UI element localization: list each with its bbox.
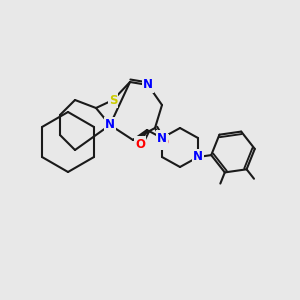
- Text: N: N: [157, 131, 167, 145]
- Text: S: S: [109, 94, 117, 106]
- Text: O: O: [135, 137, 145, 151]
- Text: N: N: [105, 118, 115, 131]
- Text: N: N: [143, 79, 153, 92]
- Text: O: O: [158, 136, 168, 148]
- Text: N: N: [193, 151, 203, 164]
